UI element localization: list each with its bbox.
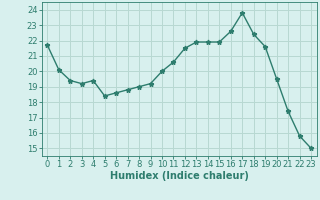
X-axis label: Humidex (Indice chaleur): Humidex (Indice chaleur) bbox=[110, 171, 249, 181]
